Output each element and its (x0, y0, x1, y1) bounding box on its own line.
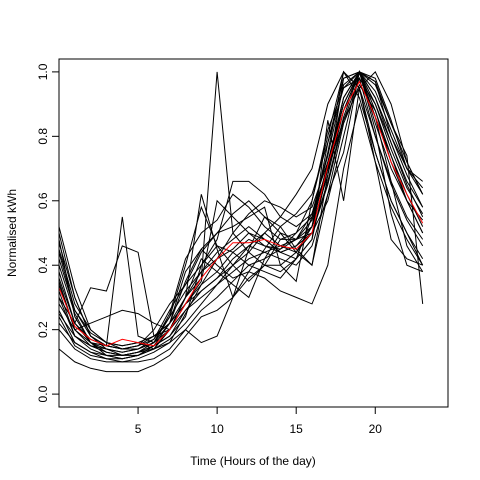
x-axis: 5 10 15 20 (135, 406, 383, 436)
y-tick-label: 0.2 (36, 321, 50, 338)
y-tick-label: 0.6 (36, 192, 50, 209)
y-tick-label: 0.4 (36, 257, 50, 274)
mean-line-layer (58, 80, 424, 347)
series-line-21 (58, 71, 424, 363)
x-tick-label: 10 (210, 422, 224, 436)
series-line-8 (58, 76, 424, 363)
series-line-9 (58, 102, 424, 373)
y-axis: 0.0 0.2 0.4 0.6 0.8 1.0 (36, 63, 60, 402)
series-line-19 (58, 70, 424, 350)
series-line-22 (58, 70, 424, 347)
y-tick-label: 0.8 (36, 128, 50, 145)
series-line-18 (58, 70, 423, 360)
x-tick-label: 5 (135, 422, 142, 436)
y-axis-title: Normalised kWh (5, 189, 19, 277)
series-line-20 (58, 83, 424, 356)
y-tick-label: 0.0 (36, 385, 50, 402)
y-tick-label: 1.0 (36, 63, 50, 80)
x-axis-title: Time (Hours of the day) (190, 454, 316, 468)
series-lines (58, 70, 424, 373)
x-tick-label: 15 (290, 422, 304, 436)
x-tick-label: 20 (369, 422, 383, 436)
mean-line (58, 80, 424, 347)
series-line-14 (58, 70, 424, 353)
